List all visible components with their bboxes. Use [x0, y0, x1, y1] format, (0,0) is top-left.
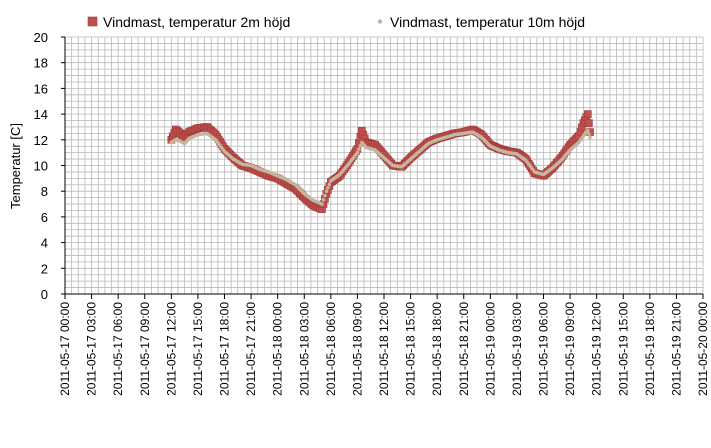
- x-tick-label: 2011-05-20 00:00: [696, 302, 710, 396]
- x-tick-label: 2011-05-19 12:00: [590, 302, 604, 396]
- data-point: [357, 147, 361, 152]
- x-tick-label: 2011-05-18 18:00: [430, 302, 444, 396]
- x-tick-label: 2011-05-18 12:00: [377, 302, 391, 396]
- x-tick-label: 2011-05-18 00:00: [271, 302, 285, 396]
- y-tick-label: 6: [41, 210, 48, 225]
- y-tick-label: 12: [34, 133, 48, 148]
- y-tick-label: 2: [41, 261, 48, 276]
- axes: 0 2 4 6 8 10 12 14 16 18 20 2011-05-17 00:00 2011-05…: [34, 30, 710, 396]
- x-tick-label: 2011-05-17 06:00: [111, 302, 125, 396]
- x-tick-label: 2011-05-19 06:00: [537, 302, 551, 396]
- data-point: [586, 129, 590, 133]
- x-tick-label: 2011-05-17 00:00: [58, 302, 72, 396]
- x-tick-label: 2011-05-17 15:00: [191, 302, 205, 396]
- y-tick-label: 0: [41, 287, 48, 302]
- legend-label-10m: Vindmast, temperatur 10m höjd: [390, 14, 585, 30]
- x-tick-label: 2011-05-19 00:00: [483, 302, 497, 396]
- data-point: [358, 143, 363, 148]
- x-tick-label: 2011-05-18 09:00: [350, 302, 364, 396]
- x-tick-label: 2011-05-19 18:00: [643, 302, 657, 396]
- data-point: [587, 132, 591, 136]
- data-point: [320, 202, 324, 206]
- x-tick-label: 2011-05-18 03:00: [297, 302, 311, 396]
- x-tick-label: 2011-05-18 21:00: [457, 302, 471, 396]
- x-tick-label: 2011-05-18 06:00: [324, 302, 338, 396]
- x-tick-label: 2011-05-18 15:00: [404, 302, 418, 396]
- data-point: [584, 110, 592, 118]
- y-tick-label: 10: [34, 159, 48, 174]
- data-point: [355, 150, 360, 155]
- legend-marker-2m: [87, 16, 98, 27]
- x-tick-label: 2011-05-17 09:00: [138, 302, 152, 396]
- series-layer: [167, 110, 594, 213]
- y-axis-label: Temperatur [C]: [8, 123, 23, 209]
- y-tick-label: 18: [34, 56, 48, 71]
- x-tick-label: 2011-05-17 12:00: [164, 302, 178, 396]
- series-2: [169, 129, 592, 206]
- y-tick-label: 20: [34, 30, 48, 45]
- y-tick-label: 14: [34, 107, 48, 122]
- data-point: [321, 197, 326, 202]
- data-point: [324, 189, 329, 193]
- x-tick-label: 2011-05-19 03:00: [510, 302, 524, 396]
- y-tick-label: 8: [41, 184, 48, 199]
- data-point: [326, 185, 330, 190]
- data-point: [588, 135, 592, 140]
- x-tick-label: 2011-05-19 09:00: [563, 302, 577, 396]
- gridlines: [64, 36, 704, 295]
- x-tick-label: 2011-05-19 15:00: [616, 302, 630, 396]
- y-tick-label: 4: [41, 236, 48, 251]
- y-tick-label: 16: [34, 81, 48, 96]
- x-tick-label: 2011-05-17 21:00: [244, 302, 258, 396]
- data-point: [323, 193, 327, 198]
- legend-label-2m: Vindmast, temperatur 2m höjd: [103, 14, 290, 30]
- legend: Vindmast, temperatur 2m höjd Vindmast, te…: [87, 14, 585, 30]
- x-tick-label: 2011-05-17 18:00: [218, 302, 232, 396]
- x-tick-label: 2011-05-19 21:00: [669, 302, 683, 396]
- legend-marker-10m: [377, 19, 383, 24]
- data-point: [327, 182, 332, 187]
- data-point: [585, 119, 593, 127]
- x-tick-label: 2011-05-17 03:00: [85, 302, 99, 396]
